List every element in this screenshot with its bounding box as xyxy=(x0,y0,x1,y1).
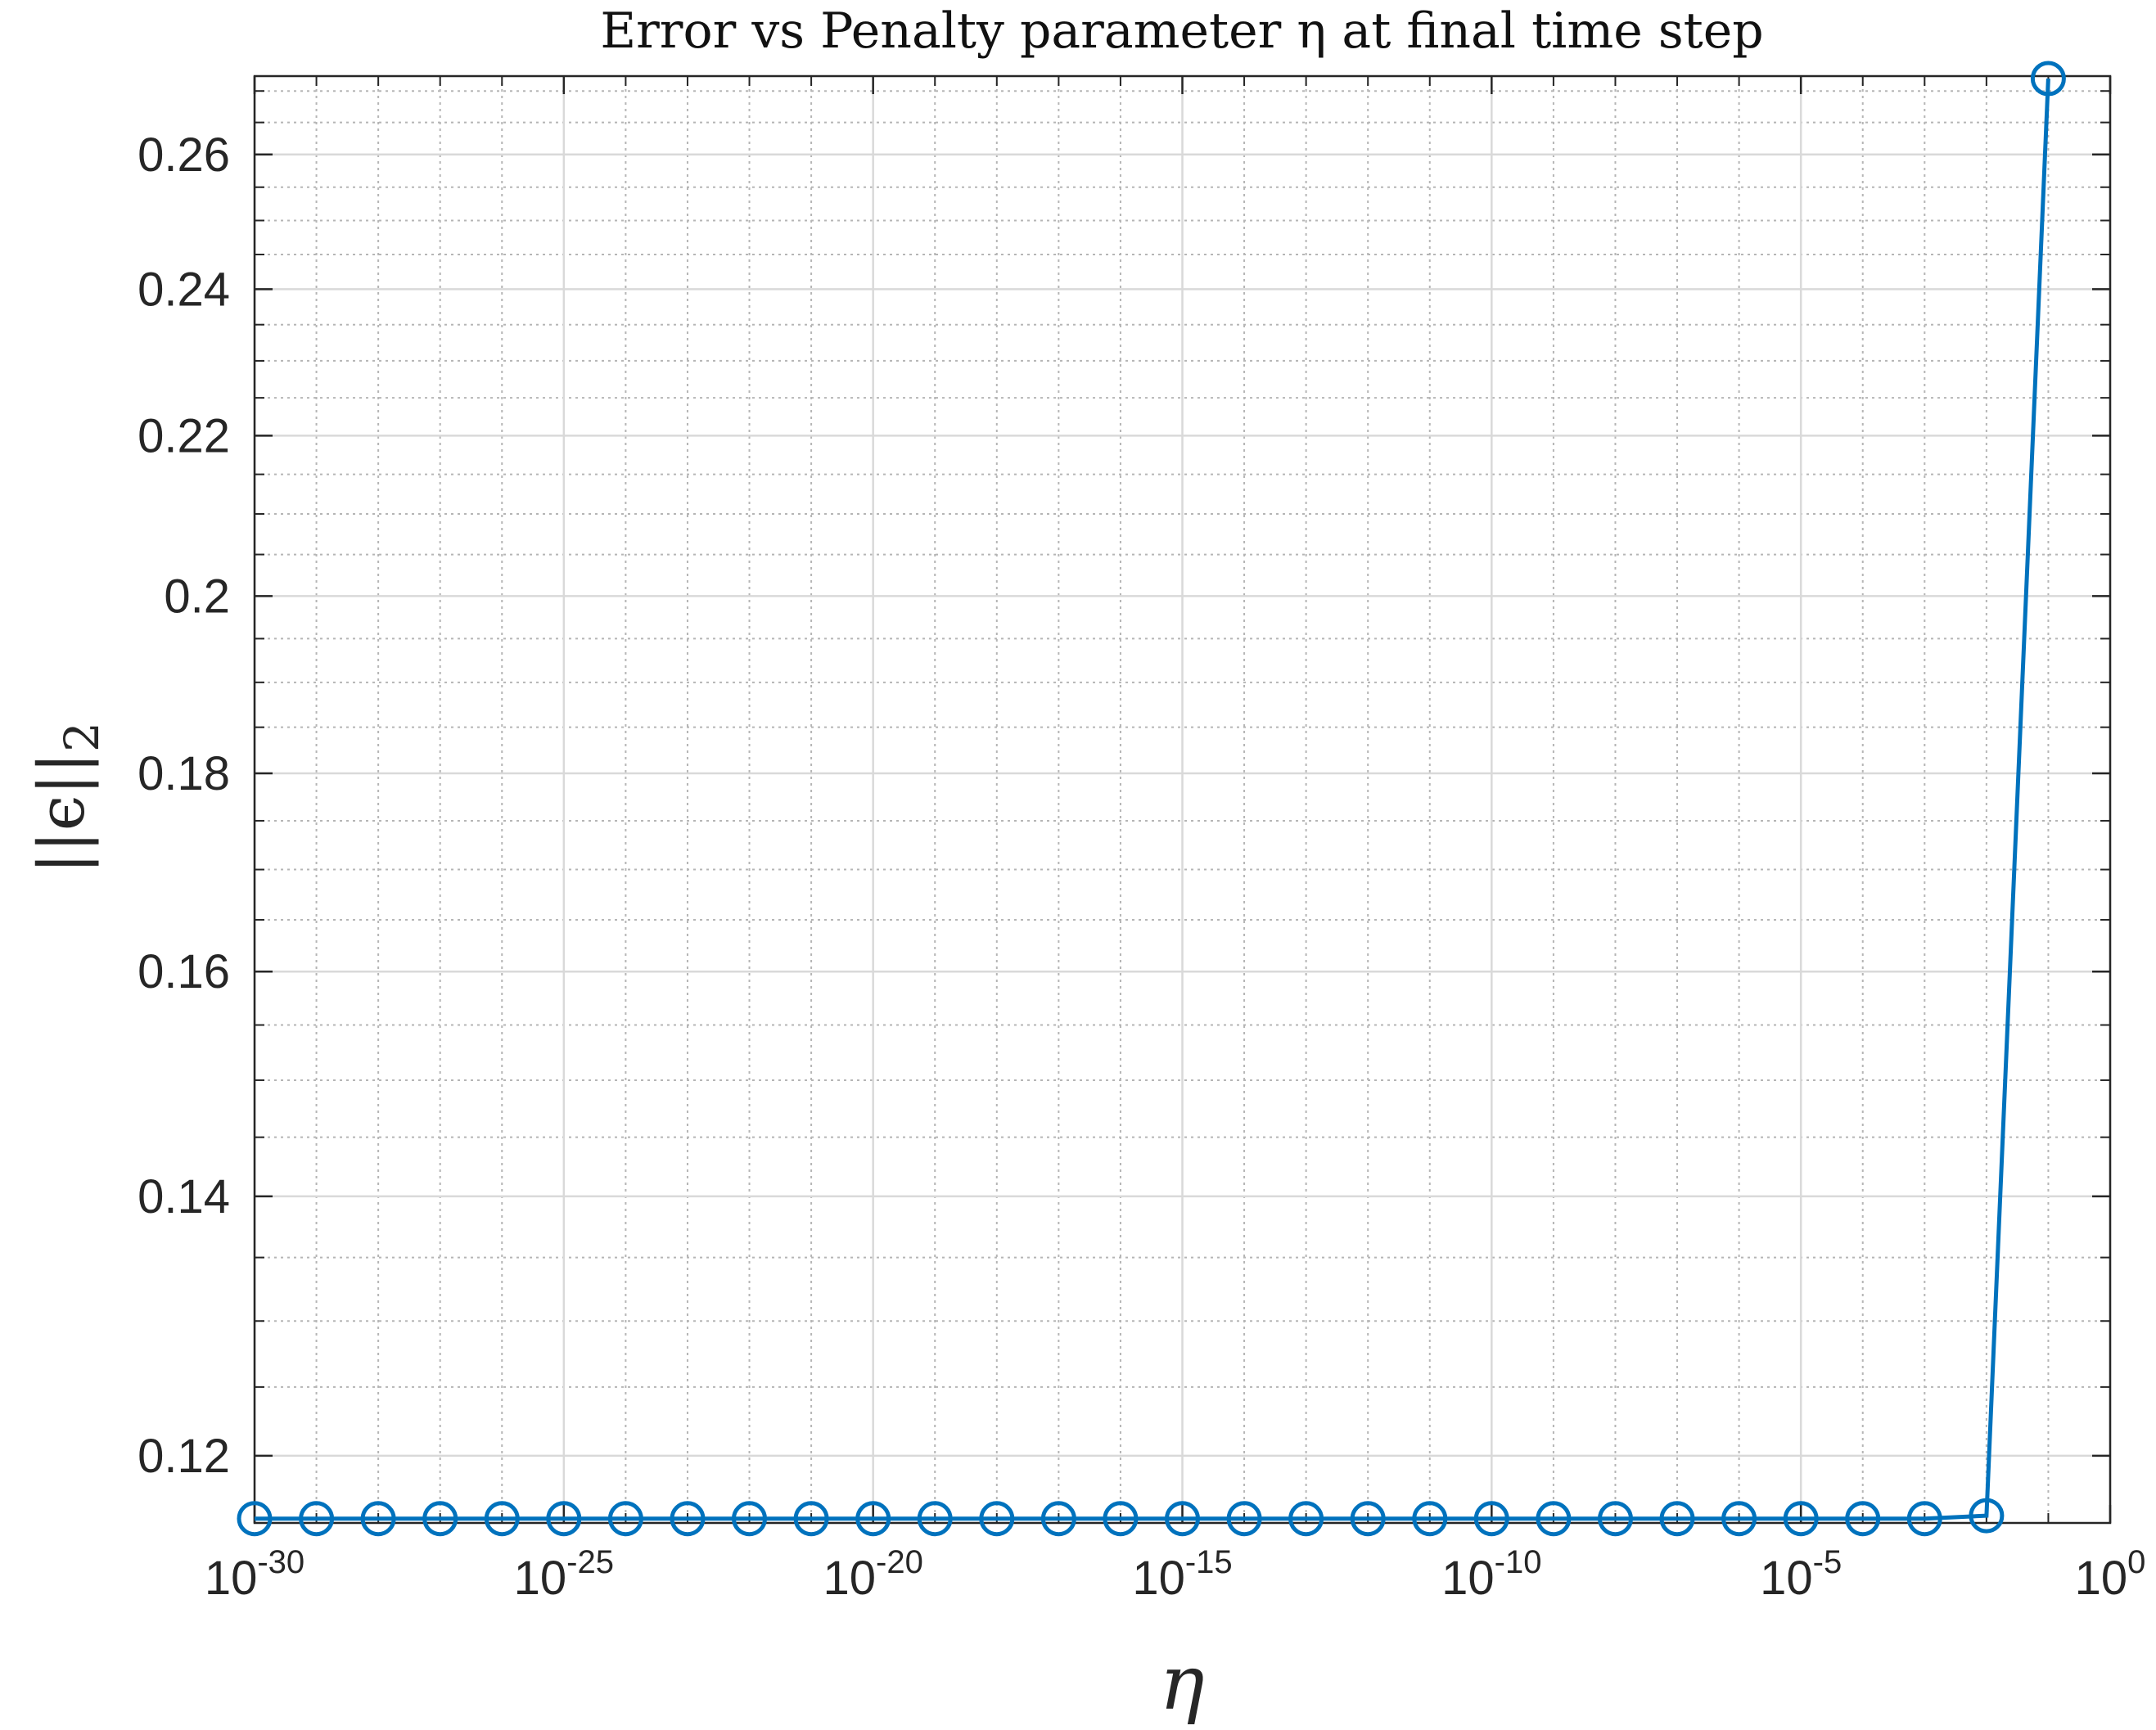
data-point-marker xyxy=(670,1501,706,1537)
data-point-marker xyxy=(299,1501,335,1537)
data-point-marker xyxy=(1226,1501,1262,1537)
data-point-marker xyxy=(1040,1501,1076,1537)
x-tick-base: 10 xyxy=(1760,1552,1813,1605)
x-tick-exponent: -30 xyxy=(257,1544,304,1580)
data-point-marker xyxy=(1103,1501,1139,1537)
x-tick-base: 10 xyxy=(2075,1552,2128,1605)
data-point-marker xyxy=(1906,1501,1942,1537)
data-point-marker xyxy=(917,1501,953,1537)
x-tick-labels: 10-30 10-25 10-20 10-15 10-10 10-5 100 xyxy=(205,1544,2146,1605)
data-point-marker xyxy=(1845,1501,1881,1537)
data-point-marker xyxy=(855,1501,891,1537)
y-axis-label-main: ||ϵ|| xyxy=(25,752,99,874)
data-point-marker xyxy=(1969,1498,2005,1534)
x-tick-exponent: -5 xyxy=(1813,1544,1843,1580)
y-tick-label: 0.26 xyxy=(138,128,230,182)
major-grid xyxy=(253,76,2112,1523)
y-tick-labels: 0.12 0.14 0.16 0.18 0.2 0.22 0.24 0.26 xyxy=(138,128,230,1483)
x-tick-base: 10 xyxy=(514,1552,567,1605)
data-point-marker xyxy=(732,1501,767,1537)
x-tick-base: 10 xyxy=(823,1552,877,1605)
x-tick-label: 10-25 xyxy=(514,1544,614,1605)
x-tick-exponent: -20 xyxy=(876,1544,923,1580)
y-axis-label: ||ϵ||2 xyxy=(25,722,110,874)
y-tick-label: 0.12 xyxy=(138,1430,230,1483)
data-point-marker xyxy=(607,1501,643,1537)
data-point-marker xyxy=(1783,1501,1819,1537)
x-tick-base: 10 xyxy=(205,1552,258,1605)
y-tick-label: 0.16 xyxy=(138,945,230,998)
data-point-marker xyxy=(1288,1501,1324,1537)
data-point-marker xyxy=(1350,1501,1386,1537)
data-point-marker xyxy=(546,1501,582,1537)
x-tick-label: 10-30 xyxy=(205,1544,304,1605)
x-axis-label: η xyxy=(1159,1639,1204,1727)
y-tick-label: 0.14 xyxy=(138,1170,230,1223)
y-tick-label: 0.2 xyxy=(164,570,230,623)
chart-title: Error vs Penalty parameter η at final ti… xyxy=(600,2,1763,60)
x-tick-label: 100 xyxy=(2075,1544,2146,1605)
y-tick-label: 0.22 xyxy=(138,409,230,462)
x-tick-exponent: -15 xyxy=(1185,1544,1233,1580)
data-point-marker xyxy=(2030,61,2066,97)
data-point-marker xyxy=(360,1501,396,1537)
data-point-marker xyxy=(1721,1501,1757,1537)
data-point-marker xyxy=(422,1501,458,1537)
x-tick-exponent: -25 xyxy=(566,1544,614,1580)
data-point-marker xyxy=(979,1501,1015,1537)
data-point-marker xyxy=(1412,1501,1448,1537)
data-point-marker xyxy=(793,1501,829,1537)
x-tick-label: 10-15 xyxy=(1132,1544,1232,1605)
y-axis-label-subscript: 2 xyxy=(54,722,110,752)
data-point-marker xyxy=(484,1501,520,1537)
series-markers xyxy=(237,61,2066,1537)
x-tick-base: 10 xyxy=(1132,1552,1185,1605)
data-point-marker xyxy=(1165,1501,1200,1537)
svg-text:||ϵ||2: ||ϵ||2 xyxy=(25,722,110,874)
series-line xyxy=(255,78,2050,1521)
plot-frame xyxy=(253,74,2112,1525)
x-tick-label: 10-5 xyxy=(1760,1544,1842,1605)
x-tick-label: 10-20 xyxy=(823,1544,923,1605)
x-tick-exponent: 0 xyxy=(2127,1544,2145,1580)
data-point-marker xyxy=(1473,1501,1509,1537)
data-point-marker xyxy=(1536,1501,1572,1537)
data-point-marker xyxy=(1659,1501,1695,1537)
x-tick-exponent: -10 xyxy=(1495,1544,1542,1580)
data-point-marker xyxy=(237,1501,273,1537)
x-tick-label: 10-10 xyxy=(1441,1544,1541,1605)
x-tick-base: 10 xyxy=(1441,1552,1495,1605)
data-point-marker xyxy=(1598,1501,1633,1537)
y-tick-label: 0.18 xyxy=(138,747,230,800)
y-tick-label: 0.24 xyxy=(138,263,230,316)
